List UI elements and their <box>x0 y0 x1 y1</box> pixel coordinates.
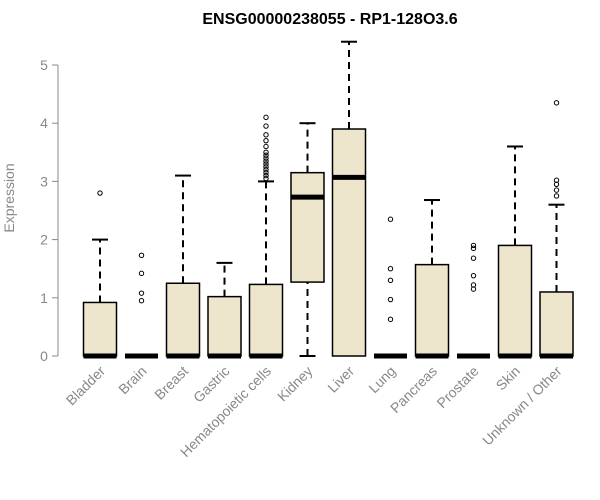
x-tick-label: Kidney <box>274 363 316 405</box>
box-11 <box>539 100 574 359</box>
outlier-point <box>138 298 145 304</box>
y-tick-label: 1 <box>40 290 48 306</box>
outlier-point <box>387 296 394 303</box>
outlier-point <box>387 266 394 272</box>
outlier-point <box>470 245 477 252</box>
box-rect <box>414 263 450 357</box>
outlier-point <box>470 242 477 249</box>
y-tick-label: 0 <box>40 348 48 364</box>
boxes-group <box>82 40 574 359</box>
outlier-point <box>263 137 269 144</box>
box-rect <box>497 244 533 357</box>
y-tick-label: 5 <box>40 57 48 73</box>
outlier-point <box>470 255 477 261</box>
box-rect <box>82 301 118 357</box>
outlier-point <box>138 290 145 296</box>
outlier-point <box>263 114 269 121</box>
box-rect <box>331 128 367 357</box>
outlier-point <box>263 164 269 170</box>
box-7 <box>374 216 407 359</box>
x-tick-label: Brain <box>115 363 149 397</box>
box-5 <box>290 122 325 357</box>
outlier-point <box>553 187 560 193</box>
box-6 <box>331 40 367 357</box>
outlier-point <box>263 123 269 129</box>
box-9 <box>457 242 490 359</box>
chart-title: ENSG00000238055 - RP1-128O3.6 <box>202 11 457 28</box>
x-tick-label: Prostate <box>433 363 481 411</box>
box-rect <box>207 295 242 357</box>
outlier-point <box>263 172 269 179</box>
x-tick-label: Liver <box>324 363 357 396</box>
outlier-point <box>470 272 477 279</box>
box-10 <box>497 145 533 359</box>
box-2 <box>165 174 201 359</box>
y-tick-label: 4 <box>40 115 48 131</box>
outlier-point <box>138 270 145 277</box>
box-rect <box>165 282 201 357</box>
outlier-point <box>263 143 269 150</box>
x-tick-label: Breast <box>151 363 191 403</box>
outlier-point <box>553 177 560 183</box>
y-tick-label: 2 <box>40 232 48 248</box>
outlier-point <box>263 155 269 161</box>
box-4 <box>248 114 284 359</box>
outlier-point <box>138 252 145 259</box>
x-tick-label: Skin <box>493 363 524 394</box>
outlier-point <box>553 193 560 199</box>
outlier-point <box>263 175 269 182</box>
outlier-point <box>263 149 269 156</box>
y-axis-label: Expression <box>1 163 17 232</box>
outlier-point <box>263 158 269 164</box>
outlier-point <box>97 190 103 196</box>
box-1 <box>125 252 158 359</box>
box-0 <box>82 190 118 359</box>
outlier-point <box>387 216 394 222</box>
outlier-point <box>263 169 269 176</box>
outlier-point <box>553 100 560 106</box>
outlier-point <box>263 152 269 158</box>
box-rect <box>290 171 325 283</box>
box-rect <box>248 283 284 357</box>
x-tick-label: Bladder <box>63 363 109 409</box>
y-tick-label: 3 <box>40 173 48 189</box>
outlier-point <box>470 282 477 288</box>
x-tick-label: Lung <box>365 363 398 396</box>
x-tick-label: Unknown / Other <box>479 363 565 449</box>
box-8 <box>414 199 450 359</box>
outlier-point <box>263 132 269 138</box>
outlier-point <box>263 167 269 173</box>
y-axis: 0 1 2 3 4 5 <box>40 57 59 364</box>
outlier-point <box>387 277 394 284</box>
outlier-point <box>387 316 394 323</box>
box-3 <box>207 261 242 359</box>
box-rect <box>539 291 574 357</box>
outlier-point <box>263 161 269 167</box>
